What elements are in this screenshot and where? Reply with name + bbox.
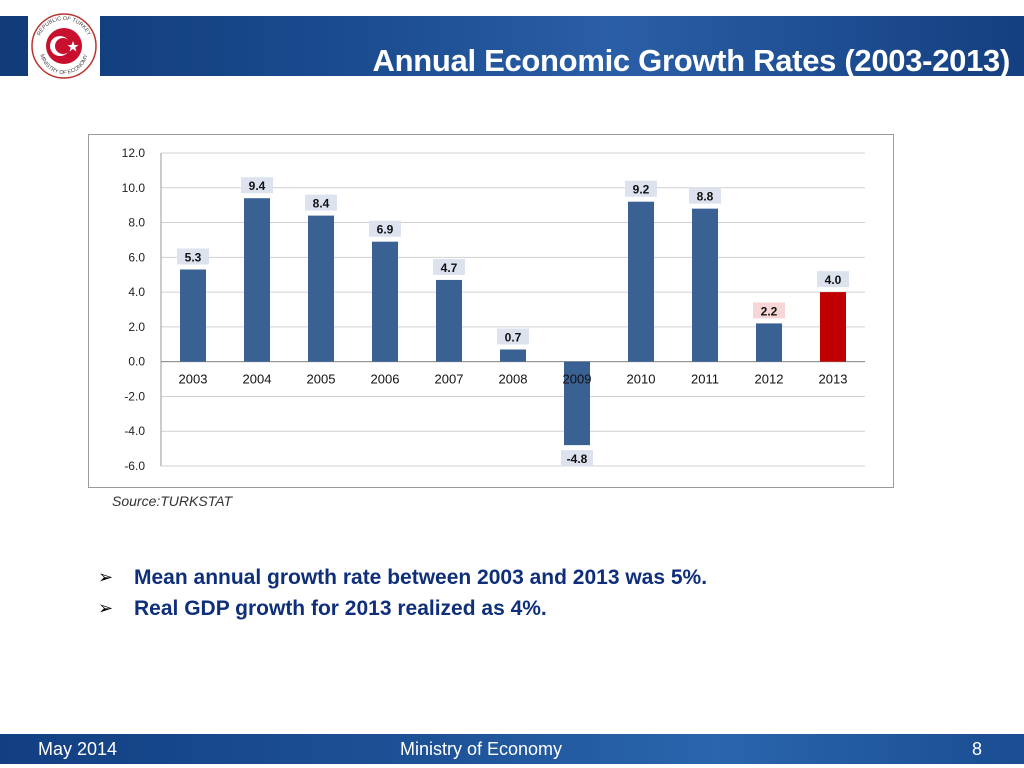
x-tick-label: 2007 [435,372,464,387]
data-label-background [817,271,849,288]
data-label-background [241,177,273,194]
x-tick-label: 2013 [819,372,848,387]
data-label-background [689,187,721,204]
bar-2008 [500,349,526,362]
data-label: 6.9 [377,223,394,237]
y-tick-label: -2.0 [124,389,145,403]
y-tick-label: 4.0 [128,285,145,299]
footer-date: May 2014 [38,739,118,759]
x-tick-label: 2010 [627,372,656,387]
data-label: -4.8 [567,452,588,466]
bullet-text: Mean annual growth rate between 2003 and… [134,566,708,589]
arrow-bullet-icon: ➢ [98,598,114,618]
bar-2005 [308,215,334,362]
bar-2009 [564,361,590,446]
x-tick-label: 2012 [755,372,784,387]
data-label: 9.4 [249,179,266,193]
footer-bar: May 2014 Ministry of Economy 8 [0,734,1024,764]
data-label-background [369,220,401,237]
emblem-icon: REPUBLIC OF TURKEY MINISTRY OF ECONOMY [31,13,97,79]
bar-2010 [628,201,654,362]
y-tick-label: 0.0 [128,355,145,369]
data-label: 4.0 [825,273,842,287]
growth-bar-chart: 12.0 10.0 8.0 6.0 4.0 2.0 0.0 -2.0 -4.0 -6.0 2003 5… [122,146,865,473]
data-label: 8.4 [313,197,330,211]
data-label: 5.3 [185,251,202,265]
data-label: 4.7 [441,261,458,275]
y-tick-label: -6.0 [124,459,145,473]
footer-organization: Ministry of Economy [400,739,563,759]
y-tick-label: 10.0 [122,181,146,195]
y-tick-label: 8.0 [128,216,145,230]
x-tick-label: 2003 [179,372,208,387]
bar-2004 [244,198,270,362]
data-label: 0.7 [505,330,522,344]
page-number: 8 [971,739,982,759]
bullet-item: ➢ Real GDP growth for 2013 realized as 4… [98,593,707,624]
header-bar: Annual Economic Growth Rates (2003-2013) [0,16,1024,78]
source-note: Source:TURKSTAT [112,493,233,509]
x-tick-label: 2005 [307,372,336,387]
x-tick-label: 2004 [243,372,272,387]
chart-frame: 12.0 10.0 8.0 6.0 4.0 2.0 0.0 -2.0 -4.0 -6.0 2003 5… [88,134,894,488]
data-label-background [561,450,593,467]
bar-2011 [692,208,718,362]
bar-2003 [180,269,206,362]
data-label: 2.2 [761,304,778,318]
x-tick-label: 2008 [499,372,528,387]
bar-2006 [372,241,398,362]
ministry-logo: REPUBLIC OF TURKEY MINISTRY OF ECONOMY [28,10,100,82]
x-tick-label: 2011 [691,372,719,387]
arrow-bullet-icon: ➢ [98,567,114,587]
data-label-background [305,194,337,211]
bullet-item: ➢ Mean annual growth rate between 2003 a… [98,562,707,593]
bullet-list: ➢ Mean annual growth rate between 2003 a… [98,562,707,624]
y-tick-label: -4.0 [124,424,145,438]
data-label: 9.2 [633,183,650,197]
data-label-background [497,328,529,345]
y-tick-label: 6.0 [128,250,145,264]
slide-title: Annual Economic Growth Rates (2003-2013) [372,43,1011,78]
bar-2007 [436,279,462,362]
data-label: 8.8 [697,190,714,204]
data-label-background [177,248,209,265]
bar-2013 [820,292,846,362]
bar-2012 [756,323,782,362]
x-tick-label: 2006 [371,372,400,387]
data-label-background [433,258,465,275]
x-tick-label: 2009 [563,372,592,387]
bullet-text: Real GDP growth for 2013 realized as 4%. [134,597,547,620]
y-tick-label: 2.0 [128,320,145,334]
data-label-background [625,180,657,197]
y-tick-label: 12.0 [122,146,146,160]
data-label-background [753,302,785,319]
